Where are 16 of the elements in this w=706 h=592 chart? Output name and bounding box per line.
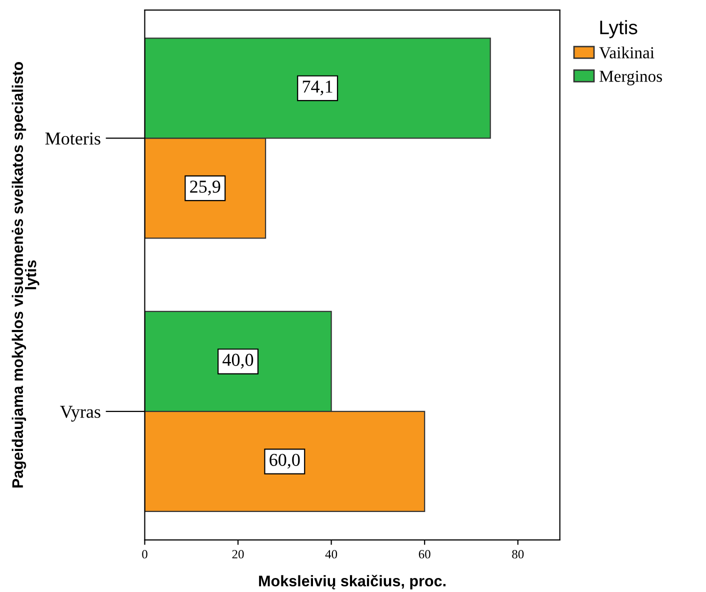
y-tick-label: Moteris xyxy=(45,132,100,145)
legend-label: Vaikinai xyxy=(599,46,654,58)
legend-title: Lytis xyxy=(600,20,638,38)
x-tick-label: 0 xyxy=(142,550,148,558)
x-tick-label: 40 xyxy=(325,550,338,558)
x-tick-label: 80 xyxy=(512,550,524,558)
x-axis-title: Moksleivių skaičius, proc. xyxy=(259,574,446,590)
y-axis-title: Pageidaujama mokyklos visuomenės sveikatos specialisto lytis xyxy=(12,62,40,488)
x-tick-label: 20 xyxy=(232,550,244,558)
data-label: 74,1 xyxy=(302,80,332,96)
y-tick-label: Vyras xyxy=(60,406,100,422)
data-label: 40,0 xyxy=(222,354,254,369)
x-tick-label: 60 xyxy=(418,550,430,558)
data-label: 25,9 xyxy=(190,180,220,196)
legend-label: Merginos xyxy=(599,70,662,86)
data-label: 60,0 xyxy=(270,454,300,469)
